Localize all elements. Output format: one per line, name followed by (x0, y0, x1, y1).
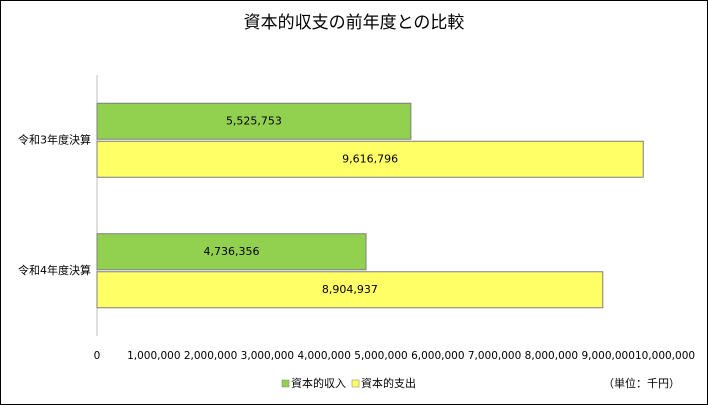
x-tick-label: 9,000,000 (581, 350, 634, 362)
x-tick-label: 6,000,000 (411, 350, 464, 362)
data-label: 9,616,796 (342, 152, 398, 165)
x-tick-label: 4,000,000 (297, 350, 350, 362)
legend-swatch (351, 379, 360, 388)
bar (96, 140, 644, 178)
bar (96, 233, 367, 271)
x-tick-label: 5,000,000 (354, 350, 407, 362)
x-tick-label: 8,000,000 (525, 350, 578, 362)
x-tick-label: 10,000,000 (635, 350, 695, 362)
x-tick-label: 0 (94, 350, 101, 362)
bar (96, 102, 412, 140)
chart-title: 資本的収支の前年度との比較 (244, 13, 465, 33)
data-label: 4,736,356 (204, 245, 260, 258)
y-tick-label: 令和4年度決算 (18, 263, 91, 277)
x-tick-label: 2,000,000 (184, 350, 237, 362)
y-tick-label: 令和3年度決算 (18, 132, 91, 146)
x-tick-label: 1,000,000 (127, 350, 180, 362)
x-tick-label: 3,000,000 (241, 350, 294, 362)
x-tick-label: 7,000,000 (468, 350, 521, 362)
legend-label: 資本的収入 (291, 376, 346, 390)
bar (96, 271, 604, 309)
data-label: 8,904,937 (322, 283, 378, 296)
unit-label: （単位：千円） (603, 376, 680, 390)
legend-label: 資本的支出 (361, 376, 416, 390)
legend-swatch (281, 379, 290, 388)
data-label: 5,525,753 (226, 114, 282, 127)
